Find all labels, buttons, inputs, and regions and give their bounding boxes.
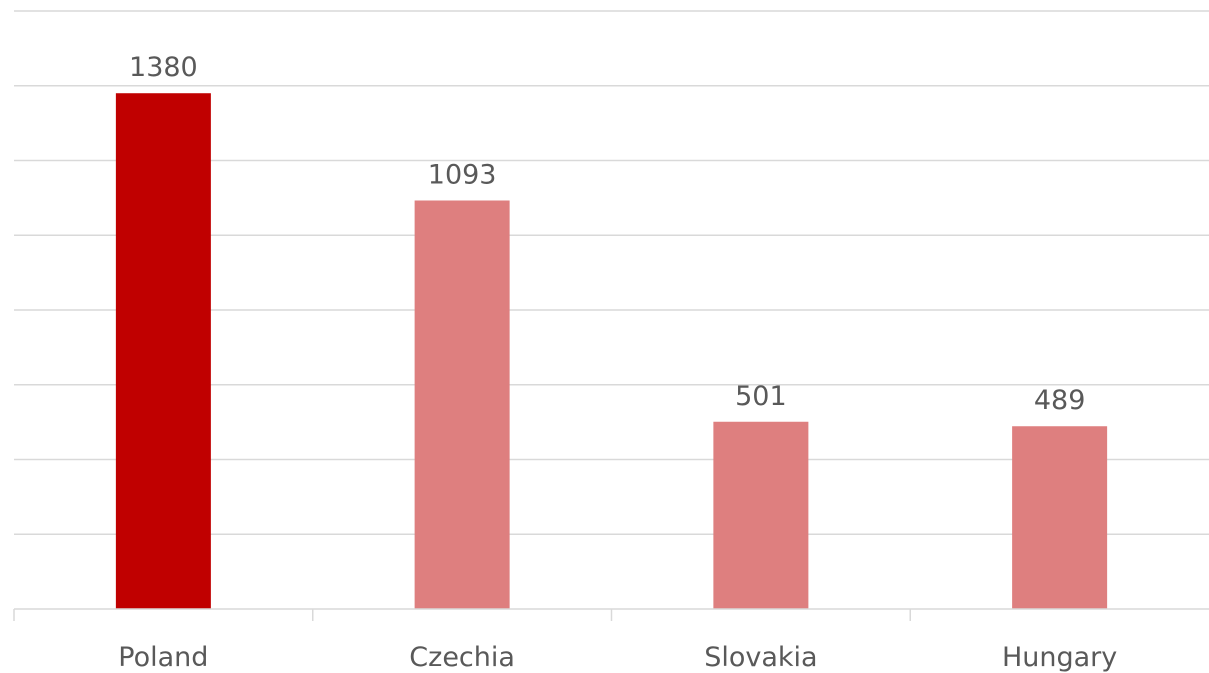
x-axis: Poland Czechia Slovakia Hungary	[13, 608, 1209, 673]
category-label-hungary: Hungary	[1002, 642, 1117, 673]
data-labels: 1380 1093 501 489	[129, 52, 1085, 416]
bar-poland	[115, 93, 211, 610]
data-label-poland: 1380	[129, 52, 198, 83]
bar-slovakia	[713, 421, 809, 609]
category-label-slovakia: Slovakia	[704, 642, 817, 673]
data-label-slovakia: 501	[735, 381, 787, 412]
category-label-czechia: Czechia	[409, 642, 515, 673]
gridlines	[14, 10, 1209, 535]
bar-hungary	[1012, 426, 1108, 609]
bars	[115, 93, 1108, 610]
data-label-czechia: 1093	[428, 159, 497, 190]
data-label-hungary: 489	[1034, 385, 1086, 416]
bar-czechia	[414, 200, 510, 609]
category-label-poland: Poland	[118, 642, 208, 673]
